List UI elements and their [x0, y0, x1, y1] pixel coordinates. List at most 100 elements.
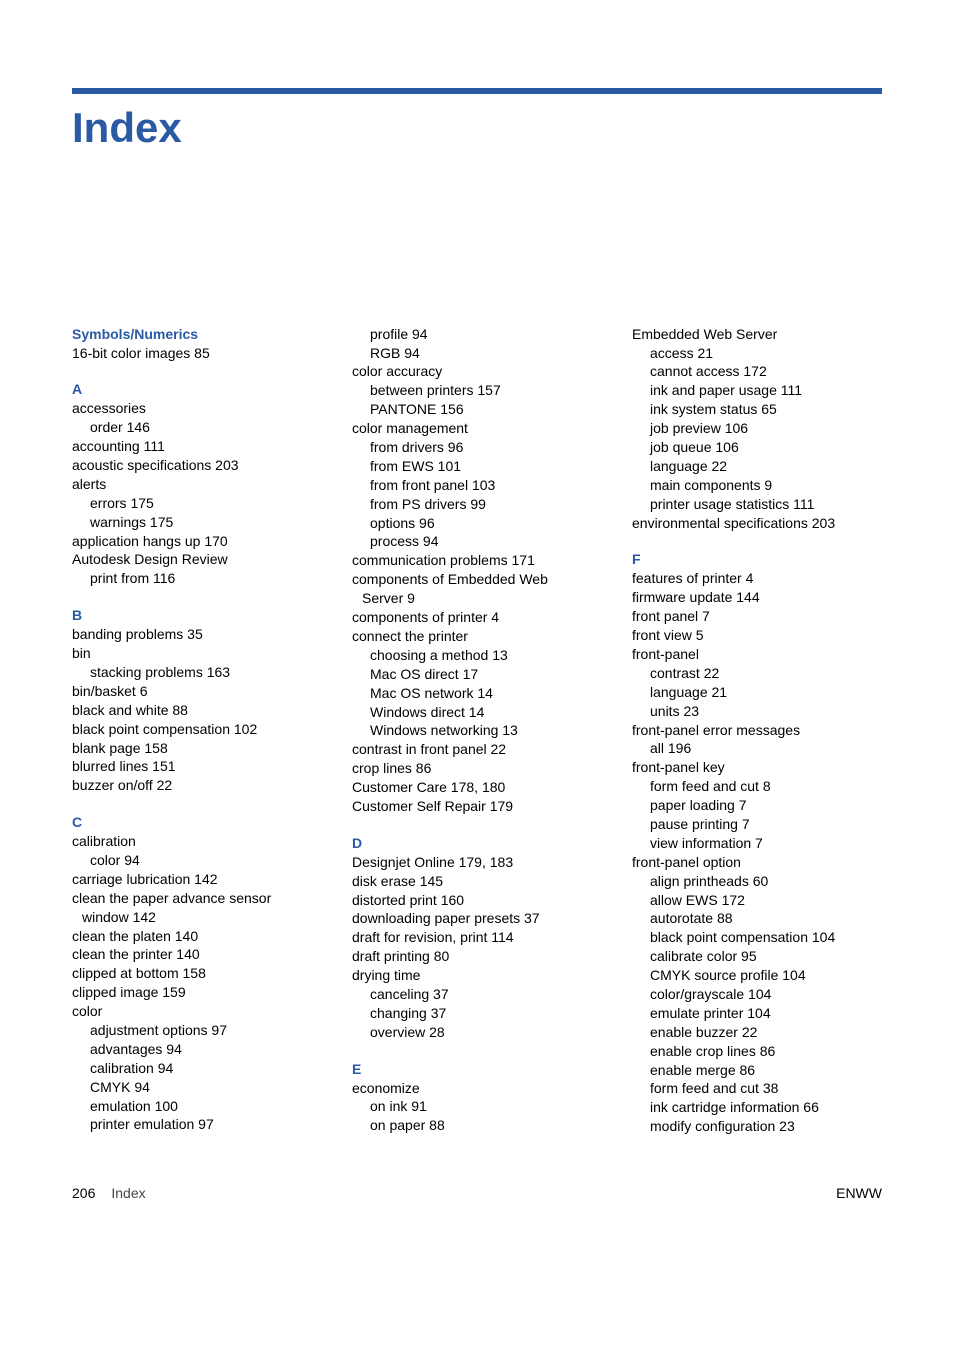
index-section-heading: E — [352, 1060, 608, 1079]
index-entry: front panel 7 — [632, 607, 888, 626]
index-entry: main components 9 — [632, 476, 888, 495]
index-entry: profile 94 — [352, 325, 608, 344]
index-entry: job queue 106 — [632, 438, 888, 457]
index-entry: calibrate color 95 — [632, 947, 888, 966]
index-entry: errors 175 — [72, 494, 328, 513]
index-entry: warnings 175 — [72, 513, 328, 532]
index-entry: from drivers 96 — [352, 438, 608, 457]
index-entry: language 22 — [632, 457, 888, 476]
index-entry: clean the paper advance sensor — [72, 889, 328, 908]
index-entry: Windows networking 13 — [352, 721, 608, 740]
index-entry: language 21 — [632, 683, 888, 702]
index-entry: from EWS 101 — [352, 457, 608, 476]
index-section-heading: F — [632, 550, 888, 569]
footer-label: Index — [111, 1184, 145, 1203]
index-columns: Symbols/Numerics16-bit color images 85 Aa… — [72, 325, 882, 1136]
index-entry: firmware update 144 — [632, 588, 888, 607]
index-entry: communication problems 171 — [352, 551, 608, 570]
index-entry: distorted print 160 — [352, 891, 608, 910]
index-entry: downloading paper presets 37 — [352, 909, 608, 928]
index-entry: ink and paper usage 111 — [632, 381, 888, 400]
index-entry: clean the platen 140 — [72, 927, 328, 946]
index-entry: color management — [352, 419, 608, 438]
index-entry: clipped image 159 — [72, 983, 328, 1002]
index-entry: front view 5 — [632, 626, 888, 645]
index-entry: draft printing 80 — [352, 947, 608, 966]
index-entry: canceling 37 — [352, 985, 608, 1004]
index-entry: advantages 94 — [72, 1040, 328, 1059]
index-entry: print from 116 — [72, 569, 328, 588]
index-entry: bin — [72, 644, 328, 663]
index-entry: banding problems 35 — [72, 625, 328, 644]
index-section-heading: A — [72, 380, 328, 399]
index-entry: acoustic specifications 203 — [72, 456, 328, 475]
index-entry: front-panel — [632, 645, 888, 664]
index-entry: accounting 111 — [72, 437, 328, 456]
index-entry: access 21 — [632, 344, 888, 363]
index-section-heading: C — [72, 813, 328, 832]
index-entry: connect the printer — [352, 627, 608, 646]
index-entry: features of printer 4 — [632, 569, 888, 588]
index-entry: color 94 — [72, 851, 328, 870]
index-entry: from front panel 103 — [352, 476, 608, 495]
index-entry: application hangs up 170 — [72, 532, 328, 551]
index-entry: ink system status 65 — [632, 400, 888, 419]
index-entry: on paper 88 — [352, 1116, 608, 1135]
footer-page-number: 206 — [72, 1184, 95, 1203]
index-column-3: Embedded Web Serveraccess 21cannot acces… — [632, 325, 888, 1136]
index-entry: modify configuration 23 — [632, 1117, 888, 1136]
index-entry: units 23 — [632, 702, 888, 721]
index-entry: cannot access 172 — [632, 362, 888, 381]
index-entry: crop lines 86 — [352, 759, 608, 778]
index-entry: Customer Care 178, 180 — [352, 778, 608, 797]
index-entry: enable merge 86 — [632, 1061, 888, 1080]
index-entry: components of Embedded Web — [352, 570, 608, 589]
index-entry: blank page 158 — [72, 739, 328, 758]
index-entry: Mac OS network 14 — [352, 684, 608, 703]
header-rule — [72, 88, 882, 94]
index-entry: drying time — [352, 966, 608, 985]
index-entry: autorotate 88 — [632, 909, 888, 928]
index-entry: front-panel error messages — [632, 721, 888, 740]
index-entry: clipped at bottom 158 — [72, 964, 328, 983]
index-entry: process 94 — [352, 532, 608, 551]
index-entry: printer usage statistics 111 — [632, 495, 888, 514]
index-entry: alerts — [72, 475, 328, 494]
index-entry: printer emulation 97 — [72, 1115, 328, 1134]
index-entry: form feed and cut 38 — [632, 1079, 888, 1098]
index-entry: Customer Self Repair 179 — [352, 797, 608, 816]
index-entry: options 96 — [352, 514, 608, 533]
index-entry: CMYK 94 — [72, 1078, 328, 1097]
index-entry: 16-bit color images 85 — [72, 344, 328, 363]
page-title: Index — [72, 100, 882, 157]
index-entry: window 142 — [72, 908, 328, 927]
index-entry: Embedded Web Server — [632, 325, 888, 344]
index-entry: Windows direct 14 — [352, 703, 608, 722]
index-entry: emulation 100 — [72, 1097, 328, 1116]
index-entry: calibration 94 — [72, 1059, 328, 1078]
index-entry: Mac OS direct 17 — [352, 665, 608, 684]
index-entry: align printheads 60 — [632, 872, 888, 891]
index-entry: color — [72, 1002, 328, 1021]
index-entry: between printers 157 — [352, 381, 608, 400]
footer-right: ENWW — [836, 1184, 882, 1203]
index-entry: pause printing 7 — [632, 815, 888, 834]
index-entry: contrast 22 — [632, 664, 888, 683]
index-entry: Designjet Online 179, 183 — [352, 853, 608, 872]
index-entry: from PS drivers 99 — [352, 495, 608, 514]
index-entry: order 146 — [72, 418, 328, 437]
index-entry: adjustment options 97 — [72, 1021, 328, 1040]
index-entry: calibration — [72, 832, 328, 851]
index-entry: choosing a method 13 — [352, 646, 608, 665]
index-entry: blurred lines 151 — [72, 757, 328, 776]
index-entry: overview 28 — [352, 1023, 608, 1042]
index-entry: buzzer on/off 22 — [72, 776, 328, 795]
index-entry: black point compensation 104 — [632, 928, 888, 947]
index-entry: environmental specifications 203 — [632, 514, 888, 533]
index-entry: accessories — [72, 399, 328, 418]
index-section-heading: Symbols/Numerics — [72, 325, 328, 344]
index-section-heading: D — [352, 834, 608, 853]
index-entry: front-panel key — [632, 758, 888, 777]
index-entry: color/grayscale 104 — [632, 985, 888, 1004]
index-entry: enable crop lines 86 — [632, 1042, 888, 1061]
